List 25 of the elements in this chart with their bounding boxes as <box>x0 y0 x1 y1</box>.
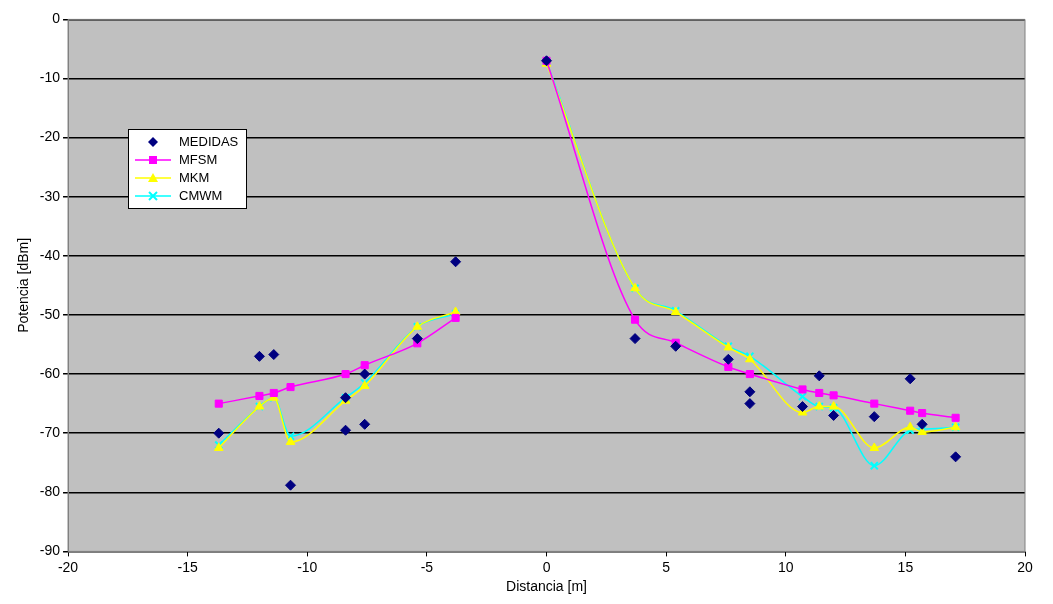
y-tick-label: -40 <box>39 246 61 263</box>
y-axis-title: Potencia [dBm] <box>15 237 32 333</box>
y-tick-label: -90 <box>39 542 61 559</box>
x-tick-label: 10 <box>777 558 794 575</box>
x-tick-label: -20 <box>57 558 79 575</box>
y-tick-label: -60 <box>39 364 61 381</box>
y-tick-label: -70 <box>39 424 61 441</box>
y-tick-label: -80 <box>39 483 61 500</box>
x-tick-label: -15 <box>177 558 198 575</box>
legend-label: CMWM <box>179 187 223 206</box>
x-tick-label: 20 <box>1017 558 1033 575</box>
y-tick-label: -50 <box>39 305 61 322</box>
x-axis-title: Distancia [m] <box>506 578 587 595</box>
y-tick-label: 0 <box>52 10 61 27</box>
x-tick-label: -10 <box>297 558 318 575</box>
y-tick-label: -20 <box>39 128 61 145</box>
x-tick-label: -5 <box>420 558 434 575</box>
legend-label: MKM <box>179 169 210 188</box>
legend-label: MFSM <box>179 151 218 170</box>
y-tick-label: -10 <box>39 69 61 86</box>
x-tick-label: 5 <box>662 558 671 575</box>
legend-label: MEDIDAS <box>179 133 239 152</box>
y-tick-label: -30 <box>39 187 61 204</box>
x-tick-label: 15 <box>897 558 914 575</box>
x-tick-label: 0 <box>542 558 551 575</box>
